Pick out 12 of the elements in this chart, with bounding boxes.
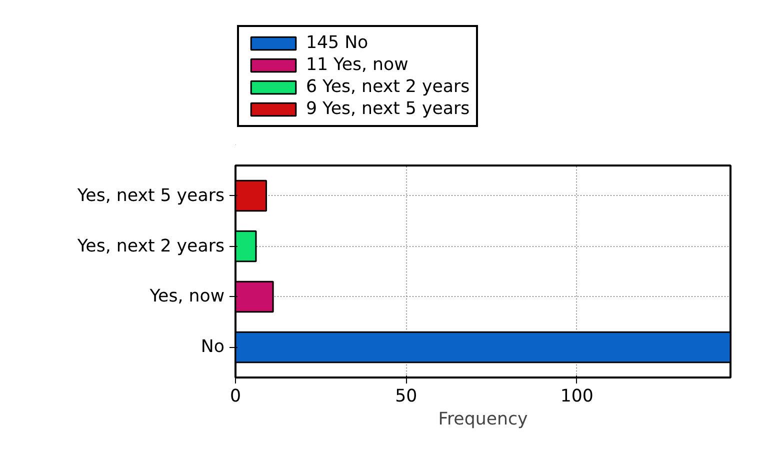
legend-label: 9 Yes, next 5 years [306, 99, 470, 119]
x-axis-title: Frequency [438, 410, 528, 430]
y-tick-label: Yes, now [148, 286, 225, 307]
x-tick-label: 0 [230, 386, 242, 406]
legend-label: 145 No [306, 33, 368, 53]
y-tick-label: No [200, 337, 225, 358]
y-tick-label: Yes, next 5 years [76, 186, 225, 206]
legend-label: 11 Yes, now [306, 55, 408, 75]
x-tick-label: 100 [560, 386, 594, 406]
y-tick-label: Yes, next 2 years [76, 236, 225, 256]
x-tick-label: 50 [395, 386, 418, 406]
legend-label: 6 Yes, next 2 years [306, 77, 470, 97]
